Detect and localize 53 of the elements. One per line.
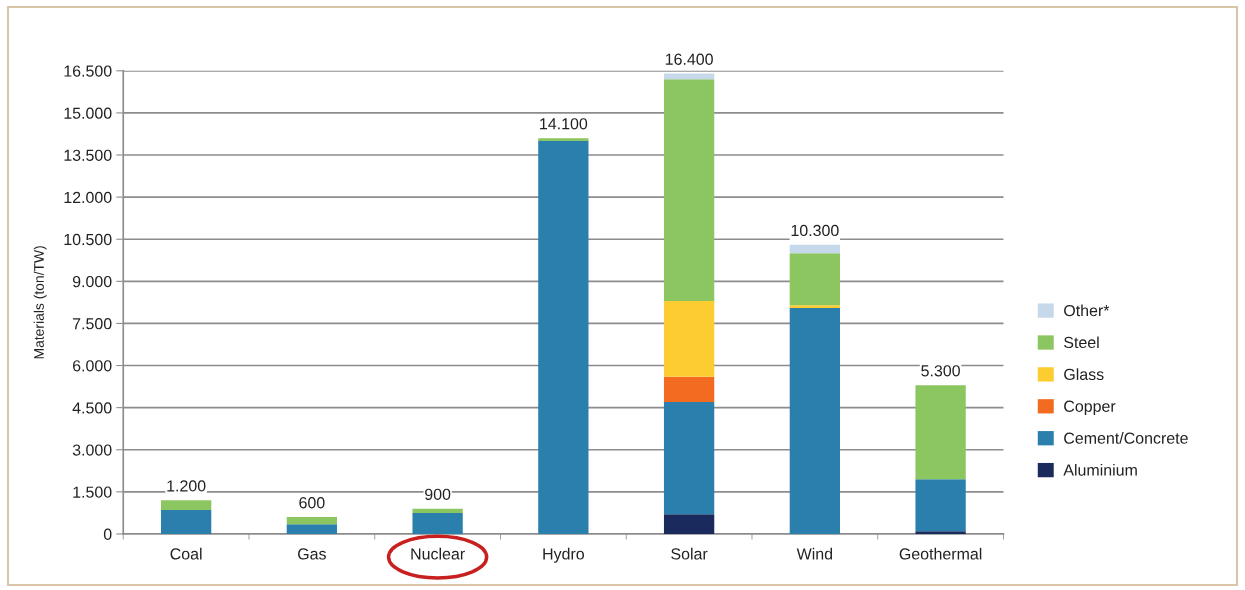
bar bbox=[789, 305, 840, 308]
y-axis-title: Materials (ton/TW) bbox=[33, 246, 47, 359]
bar bbox=[915, 531, 966, 534]
y-tick-label: 7.500 bbox=[73, 318, 112, 330]
total-label: 16.400 bbox=[665, 53, 713, 65]
bar bbox=[160, 510, 212, 534]
legend-label: Steel bbox=[1064, 336, 1099, 349]
y-tick-label: 9.000 bbox=[72, 275, 112, 288]
x-tick-label: Solar bbox=[671, 547, 708, 560]
y-tick-label: 4.500 bbox=[72, 402, 112, 414]
y-tick-label: 0 bbox=[103, 528, 112, 540]
legend-label: Other* bbox=[1064, 304, 1110, 317]
bar bbox=[538, 140, 589, 534]
bar bbox=[286, 524, 338, 534]
bar bbox=[412, 512, 463, 534]
bar bbox=[412, 508, 463, 513]
bar bbox=[789, 244, 840, 254]
total-label: 14.100 bbox=[540, 118, 588, 130]
bar bbox=[663, 300, 715, 377]
legend-label: Aluminium bbox=[1063, 464, 1137, 476]
legend-label: Glass bbox=[1064, 368, 1104, 381]
y-tick-label: 6.000 bbox=[72, 360, 112, 372]
bar bbox=[663, 514, 715, 534]
y-tick-label: 16.500 bbox=[64, 65, 112, 77]
x-tick-label: Coal bbox=[170, 547, 202, 560]
bar bbox=[915, 479, 966, 532]
total-label: 600 bbox=[299, 497, 325, 509]
x-tick-label: Wind bbox=[796, 547, 833, 560]
y-tick-label: 10.500 bbox=[64, 233, 112, 246]
y-tick-label: 13.500 bbox=[64, 149, 112, 161]
y-tick-label: 1.500 bbox=[73, 486, 112, 498]
x-tick-label: Nuclear bbox=[411, 547, 465, 560]
y-tick-label: 12.000 bbox=[64, 191, 112, 204]
bar bbox=[789, 253, 840, 306]
bar bbox=[663, 376, 715, 403]
total-label: 5.300 bbox=[921, 365, 960, 377]
legend-label: Cement/Concrete bbox=[1064, 432, 1188, 444]
bar bbox=[160, 500, 212, 511]
bar bbox=[915, 385, 966, 480]
bar bbox=[663, 402, 715, 515]
total-label: 900 bbox=[425, 488, 451, 500]
bar bbox=[663, 79, 715, 301]
x-tick-label: Geothermal bbox=[899, 547, 982, 560]
x-tick-label: Hydro bbox=[543, 547, 584, 563]
total-label: 1.200 bbox=[167, 480, 206, 492]
x-tick-label: Gas bbox=[298, 548, 326, 560]
bar bbox=[789, 307, 840, 534]
legend-label: Copper bbox=[1064, 400, 1116, 416]
y-tick-label: 3.000 bbox=[72, 444, 112, 456]
total-label: 10.300 bbox=[791, 224, 839, 237]
y-tick-label: 15.000 bbox=[64, 107, 112, 119]
bar bbox=[538, 138, 589, 141]
bar bbox=[286, 517, 338, 525]
